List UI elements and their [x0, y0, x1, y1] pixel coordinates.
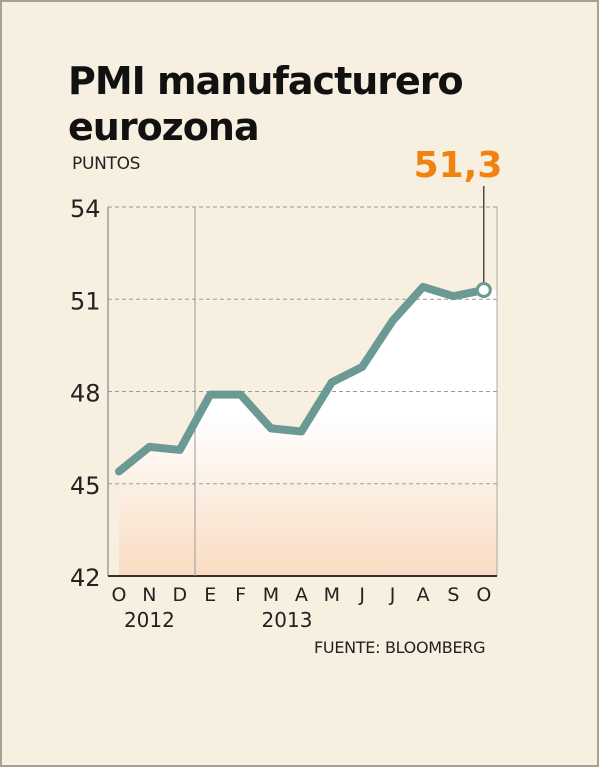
data-point [209, 394, 211, 396]
highlight-point [475, 282, 492, 299]
x-tick-label: A [417, 584, 430, 606]
x-tick-label: E [204, 584, 216, 606]
data-point [240, 394, 242, 396]
year-label: 2013 [262, 608, 313, 632]
x-tick-label: O [476, 584, 491, 606]
x-tick-label: A [295, 584, 308, 606]
data-point [148, 446, 150, 448]
data-point [118, 470, 120, 472]
x-tick-label: M [263, 584, 279, 606]
series-line [115, 282, 488, 476]
source-label: FUENTE: BLOOMBERG [314, 638, 486, 657]
y-tick-label: 42 [70, 564, 101, 592]
data-point [452, 295, 454, 297]
x-tick-label: S [447, 584, 459, 606]
units-label: PUNTOS [72, 154, 141, 174]
x-tick-label: O [112, 584, 127, 606]
data-point [270, 427, 272, 429]
y-tick-label: 45 [70, 472, 101, 500]
data-point [179, 449, 181, 451]
y-tick-label: 54 [70, 195, 101, 223]
y-tick-label: 48 [70, 380, 101, 408]
data-point [300, 430, 302, 432]
x-tick-label: F [235, 584, 246, 606]
chart-title: PMI manufacturero eurozona [68, 58, 464, 150]
x-tick-label: D [172, 584, 187, 606]
x-tick-label: J [389, 584, 396, 606]
year-label: 2012 [124, 608, 175, 632]
chart-title-line1: PMI manufacturero [68, 59, 464, 103]
chart-title-line2: eurozona [68, 105, 260, 149]
x-tick-label: J [358, 584, 365, 606]
data-point [422, 286, 424, 288]
y-tick-label: 51 [70, 287, 101, 315]
x-tick-label: N [142, 584, 156, 606]
annotation-value: 51,3 [414, 145, 503, 186]
data-point [392, 320, 394, 322]
data-point [331, 381, 333, 383]
data-point [361, 366, 363, 368]
x-tick-label: M [324, 584, 340, 606]
area-fill [119, 286, 497, 576]
